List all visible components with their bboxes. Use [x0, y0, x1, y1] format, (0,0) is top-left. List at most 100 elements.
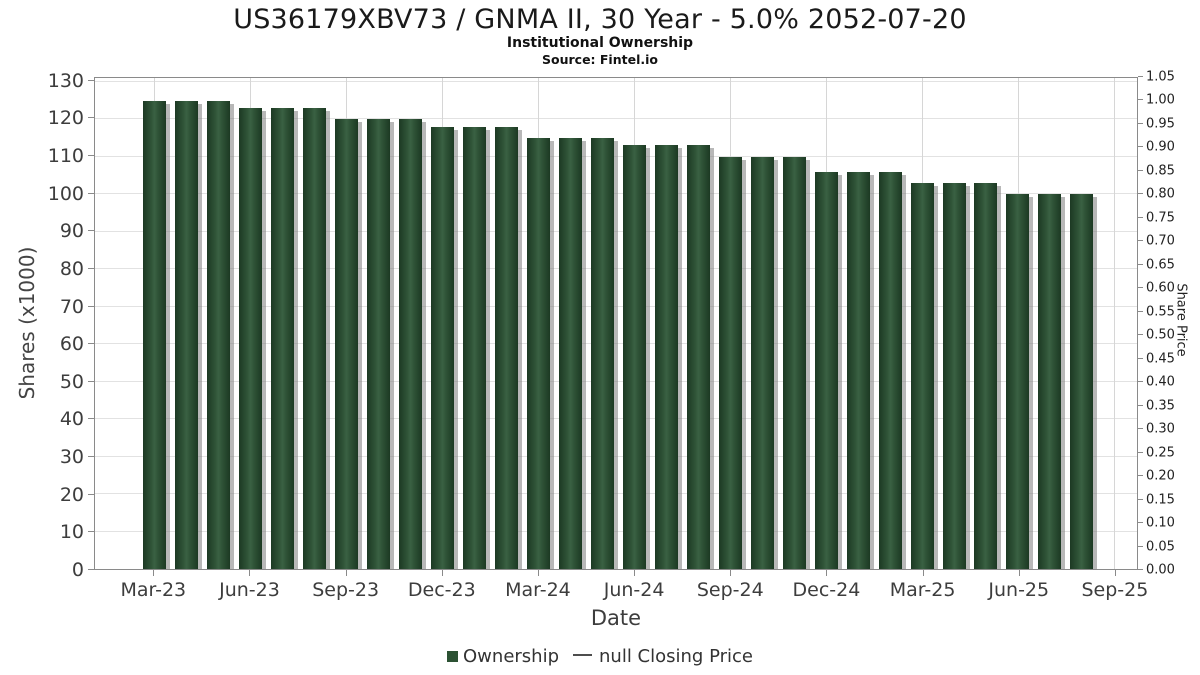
legend: Ownership null Closing Price — [0, 646, 1200, 667]
ownership-bar — [494, 126, 518, 569]
x-tick-label: Jun-25 — [988, 579, 1050, 601]
gridline-horizontal — [95, 343, 1137, 345]
gridline-horizontal — [95, 268, 1137, 270]
gridline-horizontal — [95, 193, 1137, 195]
x-axis-title: Date — [590, 606, 642, 630]
ownership-bar — [430, 126, 454, 569]
y-right-tick-mark — [1138, 263, 1143, 265]
x-tick-label: Mar-25 — [889, 579, 956, 601]
y-left-tick-mark — [88, 79, 94, 81]
x-tick-mark — [922, 570, 924, 576]
y-left-tick-mark — [88, 493, 94, 495]
y-right-tick-mark — [1138, 334, 1143, 336]
y-right-tick-label: 0.00 — [1146, 562, 1175, 578]
y-right-tick-label: 0.30 — [1146, 421, 1175, 437]
ownership-bar — [526, 137, 550, 569]
y-right-tick-label: 0.55 — [1146, 304, 1175, 320]
ownership-bar — [846, 171, 870, 569]
legend-item-ownership: Ownership — [447, 646, 559, 667]
ownership-bar — [590, 137, 614, 569]
y-right-tick-mark — [1138, 522, 1143, 524]
gridline-horizontal — [95, 455, 1137, 457]
chart-subtitle: Institutional Ownership — [506, 35, 694, 51]
y-left-tick-mark — [88, 380, 94, 382]
y-axis-left-labels: 0 10 20 30 40 50 60 70 80 90 100 110 120 130 — [0, 70, 84, 581]
chart-title: US36179XBV73 / GNMA II, 30 Year - 5.0% 2… — [233, 4, 967, 35]
ownership-bar — [622, 145, 646, 569]
ownership-bar — [686, 145, 710, 569]
ownership-bar — [942, 182, 966, 569]
y-right-tick-mark — [1138, 240, 1143, 242]
y-right-tick-label: 0.70 — [1146, 233, 1175, 249]
y-left-tick-label: 0 — [71, 559, 84, 581]
ownership-bar — [718, 156, 742, 569]
y-right-tick-mark — [1138, 451, 1143, 453]
y-axis-right-title: Share Price — [1173, 283, 1189, 357]
y-right-tick-label: 0.75 — [1146, 210, 1175, 226]
y-right-tick-mark — [1138, 169, 1143, 171]
closing-price-line-icon — [573, 653, 593, 657]
y-axis-right-ticks — [1138, 76, 1143, 570]
ownership-bar — [654, 145, 678, 569]
y-left-tick-label: 70 — [59, 295, 84, 318]
y-axis-left-ticks — [88, 77, 94, 570]
y-left-tick-mark — [88, 155, 94, 157]
y-right-tick-mark — [1138, 357, 1143, 359]
ownership-bar — [238, 108, 262, 569]
y-left-tick-label: 130 — [47, 69, 84, 92]
y-right-tick-label: 0.80 — [1146, 186, 1175, 202]
y-right-tick-label: 0.50 — [1146, 327, 1175, 343]
x-tick-label: Jun-23 — [219, 579, 280, 601]
y-right-tick-mark — [1138, 404, 1143, 406]
x-tick-mark — [249, 570, 251, 576]
x-tick-mark — [345, 570, 347, 576]
y-right-tick-mark — [1138, 122, 1143, 124]
x-tick-mark — [441, 570, 443, 576]
y-right-tick-mark — [1138, 475, 1143, 477]
ownership-bar — [366, 119, 390, 569]
y-right-tick-mark — [1138, 193, 1143, 195]
ownership-bar — [814, 171, 838, 569]
y-left-tick-label: 120 — [47, 107, 84, 130]
ownership-bar — [878, 171, 902, 569]
y-left-tick-label: 100 — [47, 182, 84, 205]
x-tick-mark — [1114, 570, 1116, 576]
x-tick-label: Sep-25 — [1081, 579, 1149, 601]
gridline-horizontal — [95, 493, 1137, 495]
chart-source: Source: Fintel.io — [542, 52, 658, 67]
x-tick-mark — [537, 570, 539, 576]
y-right-tick-mark — [1138, 146, 1143, 148]
y-right-tick-mark — [1138, 428, 1143, 430]
y-left-tick-mark — [88, 418, 94, 420]
y-right-tick-label: 0.85 — [1146, 163, 1175, 179]
ownership-square-icon — [447, 651, 459, 662]
ownership-bar — [558, 137, 582, 569]
ownership-bar — [462, 126, 486, 569]
ownership-bar — [974, 182, 998, 569]
x-tick-label: Jun-24 — [603, 579, 665, 601]
ownership-bar — [142, 100, 166, 569]
y-right-tick-mark — [1138, 498, 1143, 500]
y-right-tick-label: 0.35 — [1146, 398, 1175, 414]
y-left-tick-mark — [88, 230, 94, 232]
y-right-tick-label: 0.05 — [1146, 539, 1175, 555]
x-tick-mark — [1018, 570, 1020, 576]
x-tick-mark — [153, 570, 155, 576]
x-tick-label: Mar-23 — [120, 579, 187, 601]
legend-item-closing-price: null Closing Price — [573, 646, 753, 667]
x-tick-label: Sep-24 — [696, 579, 764, 601]
y-right-tick-label: 0.15 — [1146, 492, 1175, 508]
gridline-horizontal — [95, 418, 1137, 420]
ownership-bar — [302, 108, 326, 569]
ownership-bar — [1006, 194, 1030, 569]
y-right-tick-mark — [1138, 76, 1143, 77]
gridline-horizontal — [95, 380, 1137, 382]
gridline-horizontal — [95, 80, 1137, 82]
gridline-horizontal — [95, 155, 1137, 157]
x-axis: Mar-23 Jun-23 Sep-23 Dec-23 Mar-24 Jun-24 Sep-… — [94, 570, 1148, 610]
gridline-vertical — [1113, 78, 1115, 569]
y-right-tick-label: 0.10 — [1146, 515, 1175, 531]
y-right-tick-label: 0.20 — [1146, 468, 1175, 484]
x-tick-mark — [730, 570, 732, 576]
